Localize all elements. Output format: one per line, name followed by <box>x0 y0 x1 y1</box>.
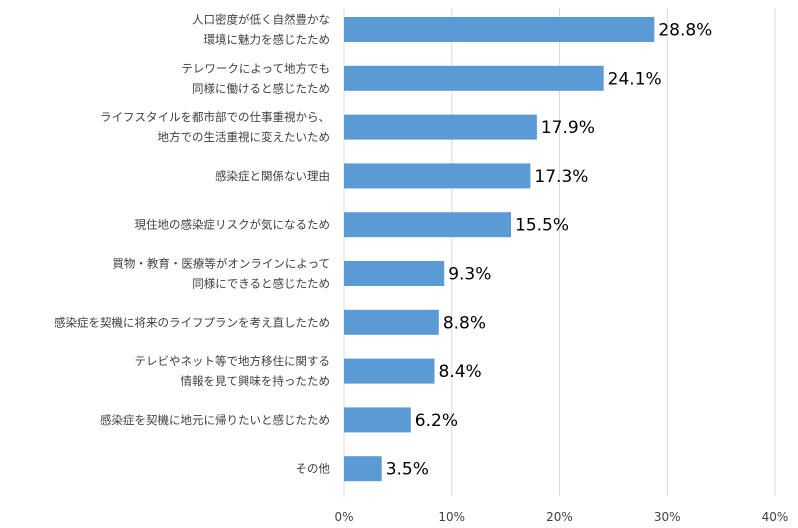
value-label: 24.1% <box>608 69 662 89</box>
x-tick-label: 40% <box>762 510 789 524</box>
value-label: 8.4% <box>439 362 482 382</box>
value-label: 17.9% <box>541 118 595 138</box>
category-label: 感染症を契機に地元に帰りたいと感じたため <box>100 413 330 427</box>
category-label: 人口密度が低く自然豊かな環境に魅力を感じたため <box>192 13 330 47</box>
bar <box>344 407 411 433</box>
bar <box>344 65 604 91</box>
value-label: 9.3% <box>448 265 491 285</box>
value-label: 8.8% <box>443 313 486 333</box>
bar <box>344 212 512 238</box>
category-label: ライフスタイルを都市部での仕事重視から、地方での生活重視に変えたいため <box>100 110 330 144</box>
category-label: 買物・教育・医療等がオンラインによって同様にできると感じたため <box>112 257 330 291</box>
bar <box>344 163 531 189</box>
value-labels: 28.8% 24.1% 17.9% 17.3% 15.5% 9.3% 8.8% 8.4% 6.2… <box>386 21 713 480</box>
value-label: 6.2% <box>415 411 458 431</box>
value-label: 15.5% <box>515 216 569 236</box>
bar <box>344 261 445 286</box>
x-tick-label: 10% <box>438 510 465 524</box>
x-axis-ticks: 0% 10% 20% 30% 40% <box>334 510 788 524</box>
bar <box>344 358 435 384</box>
bars <box>344 17 655 482</box>
category-label: 感染症を契機に将来のライフプランを考え直したため <box>54 315 330 329</box>
x-tick-label: 20% <box>546 510 573 524</box>
bar <box>344 309 439 335</box>
value-label: 3.5% <box>386 460 429 480</box>
bar <box>344 114 537 140</box>
x-tick-label: 30% <box>654 510 681 524</box>
category-label: その他 <box>296 462 331 476</box>
bar <box>344 456 382 482</box>
category-labels: 人口密度が低く自然豊かな環境に魅力を感じたためテレワークによって地方でも同様に働… <box>54 13 330 476</box>
category-label: 現住地の感染症リスクが気になるため <box>135 218 331 232</box>
value-label: 17.3% <box>534 167 588 187</box>
category-label: 感染症と関係ない理由 <box>215 169 330 183</box>
bar <box>344 17 655 42</box>
category-label: テレワークによって地方でも同様に働けると感じたため <box>181 61 330 95</box>
value-label: 28.8% <box>658 21 712 41</box>
category-label: テレビやネット等で地方移住に関する情報を見て興味を持ったため <box>135 354 331 388</box>
x-tick-label: 0% <box>334 510 353 524</box>
